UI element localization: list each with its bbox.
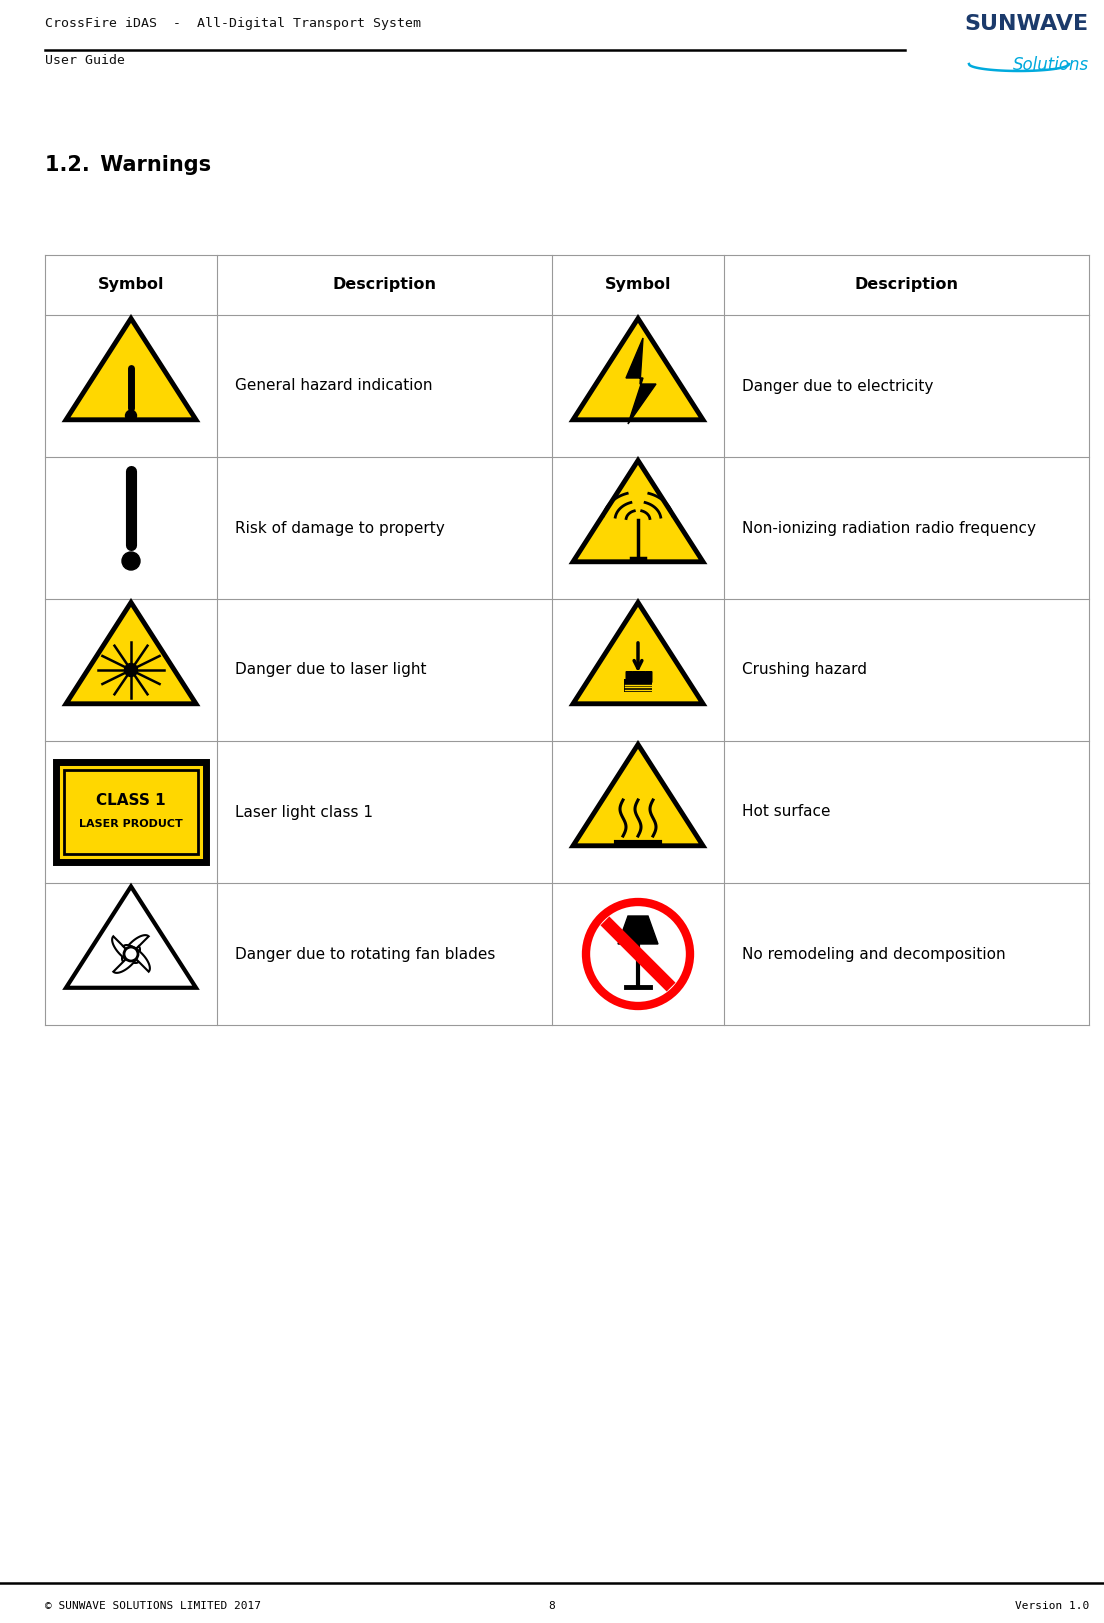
FancyBboxPatch shape: [56, 763, 206, 862]
Circle shape: [124, 946, 138, 961]
Polygon shape: [626, 338, 656, 424]
Text: Danger due to laser light: Danger due to laser light: [235, 662, 426, 677]
FancyBboxPatch shape: [631, 670, 639, 683]
Text: CrossFire iDAS  -  All-Digital Transport System: CrossFire iDAS - All-Digital Transport S…: [45, 16, 421, 29]
Bar: [624, 678, 652, 691]
Text: Risk of damage to property: Risk of damage to property: [235, 521, 445, 536]
Polygon shape: [573, 745, 703, 846]
Polygon shape: [573, 602, 703, 704]
Circle shape: [126, 411, 137, 422]
FancyBboxPatch shape: [645, 670, 652, 683]
Text: General hazard indication: General hazard indication: [235, 378, 433, 393]
Text: Laser light class 1: Laser light class 1: [235, 805, 373, 820]
Text: 1.2. Warnings: 1.2. Warnings: [45, 156, 211, 175]
Text: Description: Description: [854, 278, 958, 292]
Text: Symbol: Symbol: [605, 278, 671, 292]
Polygon shape: [123, 935, 149, 962]
Text: Danger due to electricity: Danger due to electricity: [742, 378, 933, 393]
Text: Crushing hazard: Crushing hazard: [742, 662, 867, 677]
Text: 8: 8: [549, 1600, 555, 1612]
Text: No remodeling and decomposition: No remodeling and decomposition: [742, 946, 1006, 961]
Text: Danger due to rotating fan blades: Danger due to rotating fan blades: [235, 946, 496, 961]
Polygon shape: [573, 461, 703, 562]
Polygon shape: [113, 936, 139, 962]
Polygon shape: [124, 945, 150, 972]
Polygon shape: [66, 318, 197, 420]
Text: SUNWAVE: SUNWAVE: [965, 15, 1089, 34]
Text: Hot surface: Hot surface: [742, 805, 830, 820]
Polygon shape: [618, 915, 658, 945]
Polygon shape: [573, 318, 703, 420]
Text: LASER PRODUCT: LASER PRODUCT: [79, 820, 183, 829]
Polygon shape: [66, 602, 197, 704]
Text: Version 1.0: Version 1.0: [1015, 1600, 1089, 1612]
FancyBboxPatch shape: [626, 670, 633, 683]
Polygon shape: [114, 946, 140, 972]
Text: Description: Description: [332, 278, 436, 292]
Text: Solutions: Solutions: [1012, 57, 1089, 75]
Text: Symbol: Symbol: [98, 278, 164, 292]
Text: CLASS 1: CLASS 1: [96, 792, 166, 808]
Text: User Guide: User Guide: [45, 54, 125, 67]
Polygon shape: [66, 886, 197, 988]
Text: Non-ionizing radiation radio frequency: Non-ionizing radiation radio frequency: [742, 521, 1036, 536]
Circle shape: [125, 664, 138, 677]
Circle shape: [123, 552, 140, 570]
Text: © SUNWAVE SOLUTIONS LIMITED 2017: © SUNWAVE SOLUTIONS LIMITED 2017: [45, 1600, 261, 1612]
Circle shape: [586, 902, 690, 1006]
FancyBboxPatch shape: [638, 670, 646, 683]
